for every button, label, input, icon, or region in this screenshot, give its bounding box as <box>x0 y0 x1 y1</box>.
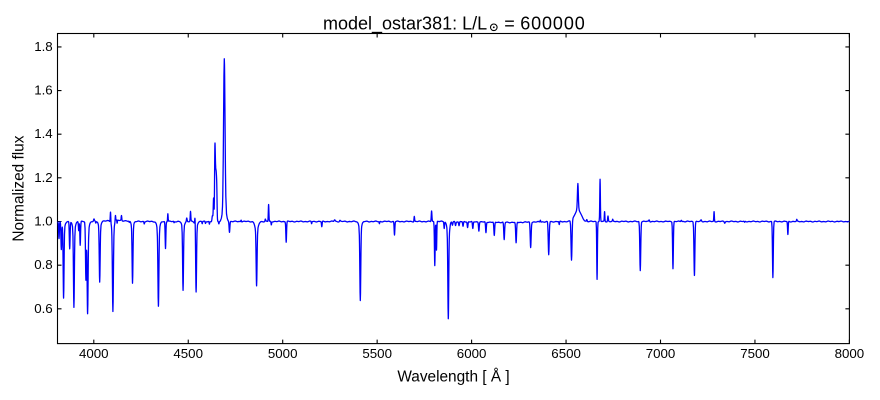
svg-text:600000: 600000 <box>520 13 585 33</box>
svg-text:1.8: 1.8 <box>34 39 53 54</box>
svg-text:8000: 8000 <box>835 346 865 361</box>
svg-text:4500: 4500 <box>173 346 203 361</box>
svg-text:=: = <box>504 13 515 33</box>
svg-text:6500: 6500 <box>551 346 581 361</box>
svg-text:5500: 5500 <box>362 346 392 361</box>
svg-text:5000: 5000 <box>268 346 298 361</box>
svg-text:Wavelength [ Å ]: Wavelength [ Å ] <box>397 368 509 385</box>
svg-text:6000: 6000 <box>457 346 487 361</box>
svg-text:0.8: 0.8 <box>34 257 53 272</box>
svg-text:7000: 7000 <box>646 346 676 361</box>
svg-text:1.4: 1.4 <box>34 126 53 141</box>
svg-text:1.6: 1.6 <box>34 83 53 98</box>
svg-text:1.0: 1.0 <box>34 214 53 229</box>
svg-text:model_ostar381: L/L: model_ostar381: L/L <box>323 13 487 34</box>
svg-text:7500: 7500 <box>740 346 770 361</box>
svg-text:0.6: 0.6 <box>34 301 53 316</box>
svg-text:4000: 4000 <box>79 346 109 361</box>
svg-text:Normalized flux: Normalized flux <box>11 135 28 241</box>
svg-text:1.2: 1.2 <box>34 170 53 185</box>
